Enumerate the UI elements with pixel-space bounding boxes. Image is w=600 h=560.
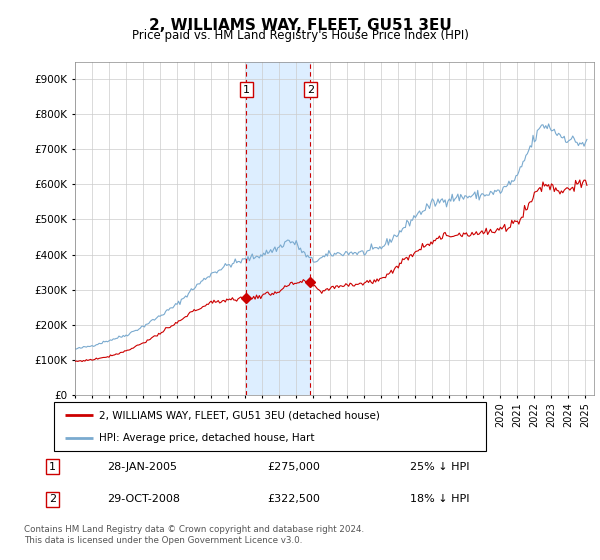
Text: 2: 2: [49, 494, 56, 505]
Text: 29-OCT-2008: 29-OCT-2008: [107, 494, 180, 505]
Text: 18% ↓ HPI: 18% ↓ HPI: [410, 494, 470, 505]
Text: Price paid vs. HM Land Registry's House Price Index (HPI): Price paid vs. HM Land Registry's House …: [131, 29, 469, 42]
Text: Contains HM Land Registry data © Crown copyright and database right 2024.
This d: Contains HM Land Registry data © Crown c…: [24, 525, 364, 545]
Text: 1: 1: [243, 85, 250, 95]
Text: £322,500: £322,500: [267, 494, 320, 505]
Text: 2: 2: [307, 85, 314, 95]
Text: HPI: Average price, detached house, Hart: HPI: Average price, detached house, Hart: [100, 433, 315, 444]
Bar: [247, 62, 310, 395]
Text: 2, WILLIAMS WAY, FLEET, GU51 3EU: 2, WILLIAMS WAY, FLEET, GU51 3EU: [149, 18, 451, 33]
FancyBboxPatch shape: [54, 402, 486, 451]
Text: 25% ↓ HPI: 25% ↓ HPI: [410, 461, 470, 472]
Text: 2, WILLIAMS WAY, FLEET, GU51 3EU (detached house): 2, WILLIAMS WAY, FLEET, GU51 3EU (detach…: [100, 410, 380, 421]
Text: 28-JAN-2005: 28-JAN-2005: [107, 461, 177, 472]
Text: 1: 1: [49, 461, 56, 472]
Text: £275,000: £275,000: [267, 461, 320, 472]
